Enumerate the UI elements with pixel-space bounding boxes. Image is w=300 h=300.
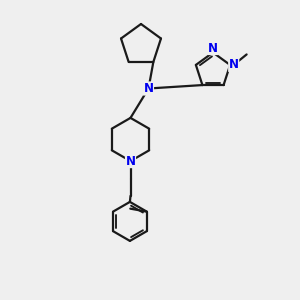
Text: N: N [143, 82, 154, 95]
Text: N: N [229, 58, 239, 71]
Text: N: N [125, 154, 136, 168]
Text: N: N [208, 41, 218, 55]
